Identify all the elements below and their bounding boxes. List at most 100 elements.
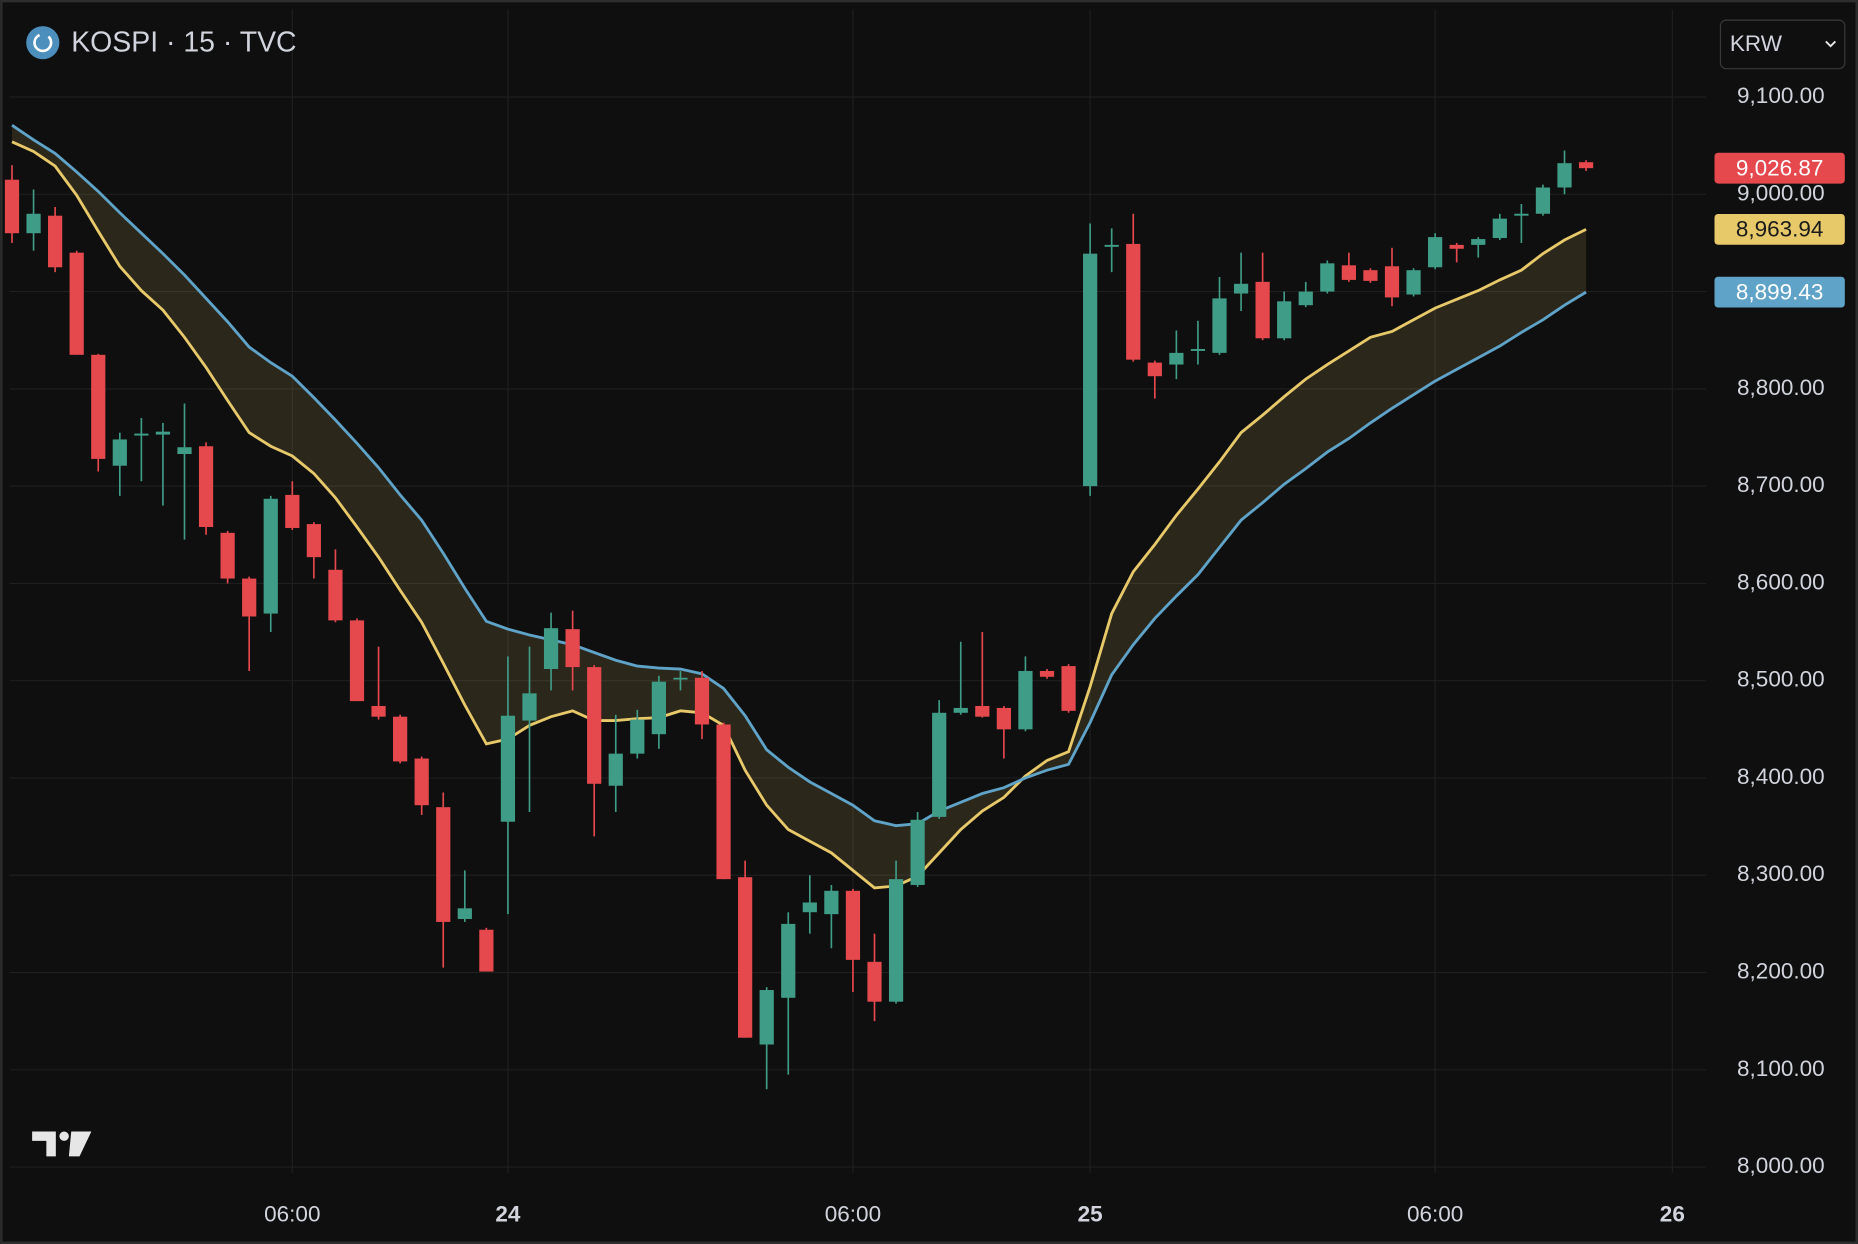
candle-body [1384,266,1400,298]
candle-body [1557,163,1572,188]
candle-body [1428,237,1443,268]
candle-body [328,569,343,621]
candle-body [1233,283,1249,294]
candle-body [845,890,861,960]
currency-button[interactable]: KRW [1719,19,1846,70]
tv-logo-part [68,1131,92,1157]
y-tick-label: 8,200.00 [1737,958,1825,983]
currency-button-frame[interactable] [1719,19,1846,70]
candle-body [500,715,516,822]
candle-body [630,719,645,754]
price-tag-label: 8,899.43 [1736,279,1824,304]
candle-body [867,961,882,1002]
candle-body [177,447,192,455]
candle-body [673,677,688,680]
candle-body [220,532,235,579]
tv-logo-part [32,1131,56,1157]
candle-body [716,724,731,880]
x-tick-label: 06:00 [264,1202,320,1227]
candle-body [1277,301,1292,339]
candle-body [48,215,63,268]
candle-body [457,908,472,920]
y-tick-label: 8,100.00 [1737,1056,1825,1081]
axes: 8,000.00 8,100.00 8,200.00 8,300.00 8,400.00… [264,83,1845,1227]
candle-body [932,712,947,817]
candle-body [1083,253,1098,487]
candle-body [781,923,796,998]
candle-body [285,494,300,528]
chart-title: KOSPI · 15 · TVC [71,26,296,58]
ma-line [11,124,1587,828]
price-tag-label: 8,963.94 [1736,217,1824,242]
candle-body [888,879,904,1002]
candle-body [1406,270,1421,295]
y-tick-label: 9,100.00 [1737,83,1825,108]
candle-body [996,707,1011,730]
price-tag [1714,213,1845,245]
y-tick-label: 8,400.00 [1737,764,1825,789]
y-tick-label: 8,500.00 [1737,667,1825,692]
candle-body [26,213,41,234]
candle-body [4,179,20,234]
candle-body [1578,162,1594,169]
candle-body [198,446,214,527]
candle-body [436,807,451,922]
candle-body [1212,298,1227,353]
candle-body [1169,352,1184,365]
candle-body [1018,670,1033,730]
candle-body [1449,244,1464,249]
candle-body [953,707,968,713]
candle-body [1039,670,1055,677]
candle-body [738,877,753,1038]
currency-chevron[interactable] [1825,40,1837,48]
candle-body [306,524,321,558]
y-tick-label: 8,600.00 [1737,569,1825,594]
candle-body [1298,291,1313,306]
candle-body [1061,666,1076,711]
candle-body [522,693,537,721]
x-tick-label: 24 [495,1202,521,1227]
price-tag [1714,276,1845,308]
candle-body [242,578,257,617]
candle-body [1104,244,1119,247]
candle-body [543,628,559,670]
candle-body [1471,239,1486,245]
candle-body [155,431,171,435]
currency-label[interactable]: KRW [1730,31,1783,56]
candle-body [759,990,774,1045]
candle-body [1255,281,1270,339]
price-tag-label: 9,026.87 [1736,155,1824,180]
tv-logo-part [59,1131,69,1141]
x-tick-label: 06:00 [1407,1202,1463,1227]
y-tick-label: 9,000.00 [1737,180,1825,205]
candle-body [587,667,602,784]
x-tick-label: 26 [1660,1202,1685,1227]
candle-body [1126,243,1141,360]
candle-body [694,677,710,725]
y-tick-label: 8,700.00 [1737,472,1825,497]
candle-body [1341,265,1356,280]
symbol-logo [26,26,60,60]
candle-body [1363,270,1378,281]
candle-body [975,705,990,717]
symbol-logo-icon [33,33,53,53]
candle-body [608,753,623,786]
y-tick-label: 8,000.00 [1737,1153,1825,1178]
candle-body [112,439,127,466]
candle-body [479,929,494,972]
candle-body [1147,362,1162,377]
candle-body [824,890,839,915]
candle-body [134,433,149,436]
candle-body [414,758,429,806]
ma-line [11,140,1587,890]
candle-body [565,629,580,668]
y-tick-label: 8,300.00 [1737,861,1825,886]
candle-body [1492,218,1507,239]
plot [4,124,1594,1090]
candle-body [393,716,408,762]
candle-body [1514,213,1529,216]
candle-body [802,902,817,913]
